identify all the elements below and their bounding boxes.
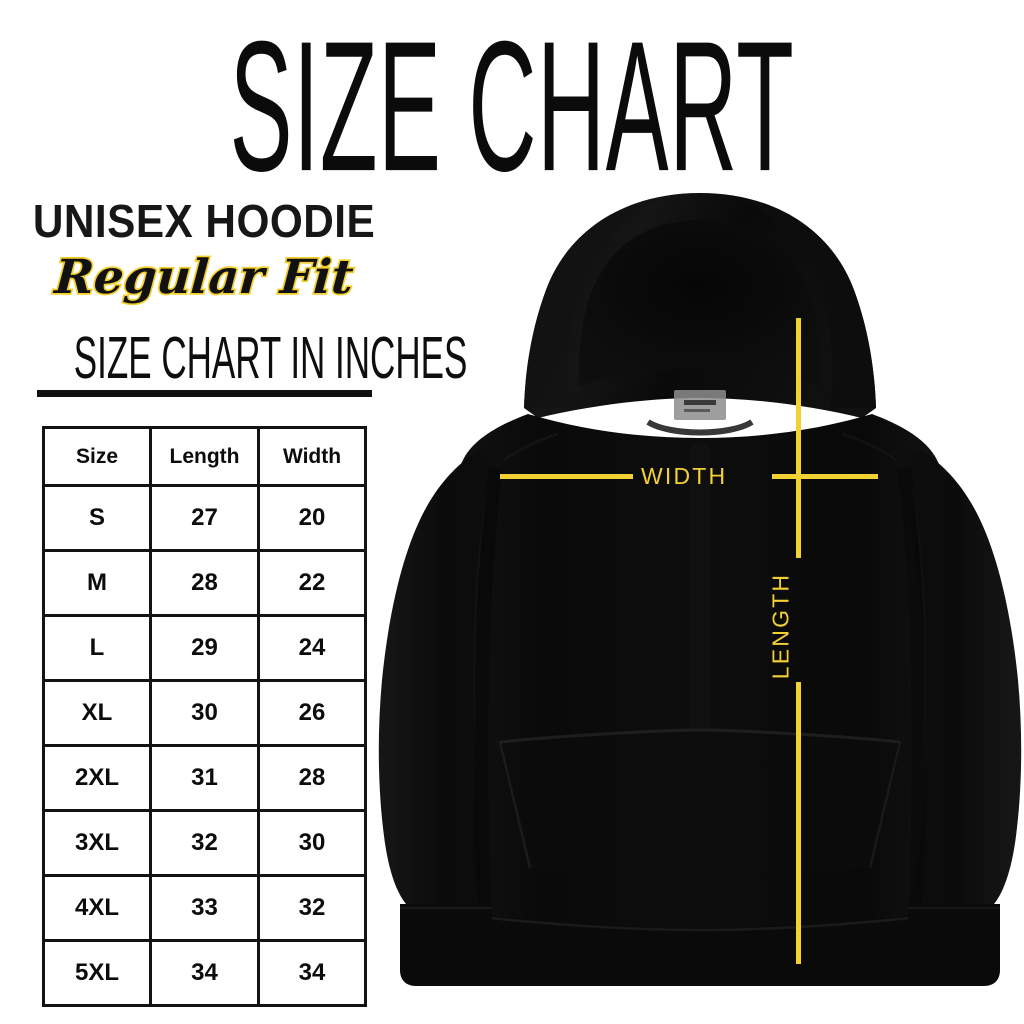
left-info-column: UNISEX HOODIE Regular Fit SIZE CHART IN … — [18, 195, 468, 397]
waistband — [454, 912, 946, 986]
kangaroo-pocket — [500, 730, 900, 876]
waistband-top-seam — [453, 912, 947, 932]
table-row: M 28 22 — [42, 549, 367, 617]
neck-shadow — [646, 419, 754, 436]
table-row: 4XL 33 32 — [42, 874, 367, 942]
cell-size: L — [42, 614, 152, 682]
units-heading: SIZE CHART IN INCHES — [73, 324, 468, 392]
column-header-length: Length — [149, 426, 260, 487]
hoodie-sleeve-right — [896, 448, 1022, 904]
cell-width: 28 — [257, 744, 367, 812]
cell-length: 33 — [149, 874, 260, 942]
cell-width: 22 — [257, 549, 367, 617]
cell-size: M — [42, 549, 152, 617]
cell-width: 34 — [257, 939, 367, 1007]
cell-length: 34 — [149, 939, 260, 1007]
product-name: UNISEX HOODIE — [32, 195, 376, 247]
size-chart-table: Size Length Width S 27 20 M 28 22 L 29 2… — [42, 426, 367, 1007]
neck-label-brand-mark — [684, 400, 716, 405]
table-row: 2XL 31 28 — [42, 744, 367, 812]
shoulder-seam-left — [503, 432, 559, 462]
hoodie-hood-fold-right — [742, 198, 876, 408]
table-header-row: Size Length Width — [42, 426, 367, 487]
units-heading-underline — [36, 390, 372, 397]
cell-width: 20 — [257, 484, 367, 552]
column-header-size: Size — [42, 426, 152, 487]
pocket-opening-left — [498, 741, 532, 869]
cell-length: 27 — [149, 484, 260, 552]
neck-label-text-line — [684, 409, 710, 412]
cell-size: 3XL — [42, 809, 152, 877]
table-row: 5XL 34 34 — [42, 939, 367, 1007]
hoodie-hood-fold-left — [524, 198, 658, 408]
hoodie-hood-opening — [578, 220, 822, 386]
cell-length: 31 — [149, 744, 260, 812]
page-title: SIZE CHART — [229, 3, 795, 211]
pocket-top-seam — [499, 728, 901, 744]
fit-name: Regular Fit — [51, 248, 357, 306]
cell-size: 5XL — [42, 939, 152, 1007]
column-header-width: Width — [257, 426, 367, 487]
table-row: S 27 20 — [42, 484, 367, 552]
cell-width: 30 — [257, 809, 367, 877]
shoulder-seam-right — [841, 432, 897, 462]
table-row: L 29 24 — [42, 614, 367, 682]
hoodie-illustration — [378, 168, 1024, 1004]
pocket-opening-right — [868, 741, 902, 869]
table-row: XL 30 26 — [42, 679, 367, 747]
cuff-left — [400, 904, 492, 986]
cell-size: S — [42, 484, 152, 552]
cell-width: 26 — [257, 679, 367, 747]
cell-length: 28 — [149, 549, 260, 617]
sleeve-crease-left — [473, 485, 489, 745]
cell-size: 4XL — [42, 874, 152, 942]
cell-size: 2XL — [42, 744, 152, 812]
hoodie-sleeve-left — [378, 448, 504, 904]
cuff-right — [908, 904, 1000, 986]
cell-size: XL — [42, 679, 152, 747]
body-shadow-left — [474, 467, 503, 905]
table-row: 3XL 32 30 — [42, 809, 367, 877]
cell-width: 32 — [257, 874, 367, 942]
cell-length: 29 — [149, 614, 260, 682]
body-shadow-right — [897, 467, 926, 905]
cell-length: 32 — [149, 809, 260, 877]
cell-length: 30 — [149, 679, 260, 747]
cell-width: 24 — [257, 614, 367, 682]
sleeve-crease-right — [911, 485, 927, 745]
